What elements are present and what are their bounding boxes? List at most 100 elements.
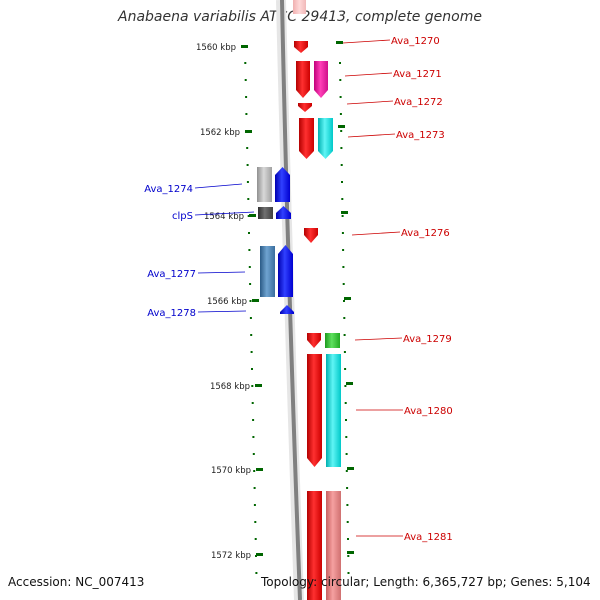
gene-label[interactable]: Ava_1277 xyxy=(147,269,196,280)
scale-tick-label: 1566 kbp xyxy=(207,297,247,307)
scale-minor-dot xyxy=(255,555,257,557)
partial-gene-top xyxy=(293,0,306,14)
gene-callouts: Ava_1270 Ava_1271 Ava_1272 Ava_1273 Ava_1276… xyxy=(144,36,453,543)
scale-minor-dot xyxy=(252,419,255,421)
gene-ava-1271-arrow-a xyxy=(296,61,310,98)
scale-tick-label: 1564 kbp xyxy=(204,212,244,222)
gene-ava-1280-block xyxy=(326,354,341,467)
scale-minor-dot xyxy=(344,368,347,370)
gene-ava-1277-arrow xyxy=(278,245,293,297)
scale-minor-dot xyxy=(245,96,248,98)
scale-minor-dot xyxy=(339,79,342,81)
scale-minor-dot xyxy=(339,62,341,64)
gene-label[interactable]: Ava_1280 xyxy=(404,406,453,417)
gene-ava-1281-block-a xyxy=(307,491,322,600)
gene-ava-1271-arrow-b xyxy=(314,61,328,98)
gene-callout-line xyxy=(194,211,255,216)
scale-ticks: 1560 kbp 1562 kbp 1564 kbp 1566 kbp 1568 kbp… xyxy=(196,43,263,561)
gene-callout-line xyxy=(354,337,403,341)
scale-minor-dot xyxy=(340,164,343,166)
gene-ava-1277-block xyxy=(260,246,275,297)
scale-minor-dot xyxy=(346,504,349,506)
gene-callout-line xyxy=(197,271,246,274)
scale-minor-dot xyxy=(245,130,248,132)
gene-label[interactable]: Ava_1270 xyxy=(391,36,440,47)
scale-minor-dot xyxy=(248,232,250,234)
scale-minor-dot xyxy=(343,334,346,336)
scale-minor-dot xyxy=(251,402,254,404)
scale-minor-dot xyxy=(249,317,252,319)
scale-minor-dot xyxy=(345,419,347,421)
scale-tick-outer xyxy=(341,211,348,214)
gene-clps-block xyxy=(258,207,273,219)
scale-minor-dot xyxy=(248,249,251,251)
scale-minor-dot xyxy=(246,181,249,183)
gene-label[interactable]: Ava_1279 xyxy=(403,334,452,345)
gene-callout-line xyxy=(194,183,243,189)
scale-minor-dot xyxy=(341,232,344,234)
gene-label[interactable]: clpS xyxy=(172,211,193,222)
scale-minor-dot xyxy=(347,572,350,574)
scale-minor-dot xyxy=(346,487,349,489)
scale-minor-dot xyxy=(253,470,256,472)
scale-minor-dot xyxy=(340,130,343,132)
gene-ava-1279-block xyxy=(325,333,340,348)
gene-ava-1274-block xyxy=(257,167,272,202)
scale-tick-label: 1570 kbp xyxy=(211,466,251,476)
gene-ava-1278-arrow xyxy=(280,305,294,314)
scale-minor-dot xyxy=(252,453,255,455)
scale-minor-dot xyxy=(343,317,346,319)
scale-tick xyxy=(245,130,252,133)
scale-tick-outer xyxy=(338,125,345,128)
scale-tick-outer xyxy=(347,467,354,470)
gene-ava-1279-arrow xyxy=(307,333,321,348)
gene-ava-1276-arrow xyxy=(304,228,318,243)
scale-minor-dot xyxy=(247,215,250,217)
gene-ava-1273-arrow-a xyxy=(299,118,314,159)
scale-minor-dot xyxy=(251,385,254,387)
gene-label[interactable]: Ava_1273 xyxy=(396,130,445,141)
scale-minor-dot xyxy=(345,470,348,472)
scale-minor-dot xyxy=(250,334,253,336)
scale-minor-dot xyxy=(347,555,350,557)
gene-clps-arrow xyxy=(276,206,291,219)
scale-minor-dot xyxy=(339,113,342,115)
gene-callout-line xyxy=(197,310,247,313)
gene-label[interactable]: Ava_1271 xyxy=(393,69,442,80)
scale-minor-dot xyxy=(253,487,256,489)
scale-minor-dot xyxy=(244,79,247,81)
scale-tick-label: 1568 kbp xyxy=(210,382,250,392)
gene-label[interactable]: Ava_1274 xyxy=(144,184,193,195)
scale-minor-dot xyxy=(342,249,345,251)
scale-minor-dot xyxy=(344,402,347,404)
scale-minor-dot xyxy=(341,215,344,217)
scale-minor-dot xyxy=(345,453,348,455)
gene-label[interactable]: Ava_1276 xyxy=(401,228,450,239)
gene-label[interactable]: Ava_1281 xyxy=(404,532,453,543)
gene-label[interactable]: Ava_1272 xyxy=(394,97,443,108)
scale-tick xyxy=(255,384,262,387)
gene-callout-line xyxy=(346,100,394,105)
scale-minor-dot xyxy=(249,283,252,285)
gene-ava-1272-arrow xyxy=(298,103,312,112)
scale-tick xyxy=(252,299,259,302)
genome-title: Anabaena variabilis ATCC 29413, complete… xyxy=(118,9,482,25)
scale-tick-label: 1562 kbp xyxy=(200,128,240,138)
scale-minor-dot xyxy=(255,572,258,574)
scale-minor-dot xyxy=(244,62,247,64)
scale-minor-dot xyxy=(341,181,343,183)
scale-tick-label: 1572 kbp xyxy=(211,551,251,561)
scale-minor-dot xyxy=(347,538,349,540)
scale-minor-dot xyxy=(345,436,348,438)
scale-minor-dot xyxy=(252,436,255,438)
gene-label[interactable]: Ava_1278 xyxy=(147,308,196,319)
gene-ava-1280-arrow-a xyxy=(307,354,322,467)
scale-tick xyxy=(256,553,263,556)
scale-minor-dot xyxy=(342,283,345,285)
scale-minor-dot xyxy=(247,198,250,200)
scale-minor-dot xyxy=(341,198,344,200)
scale-tick-outer xyxy=(347,551,354,554)
scale-minor-dot xyxy=(254,538,257,540)
